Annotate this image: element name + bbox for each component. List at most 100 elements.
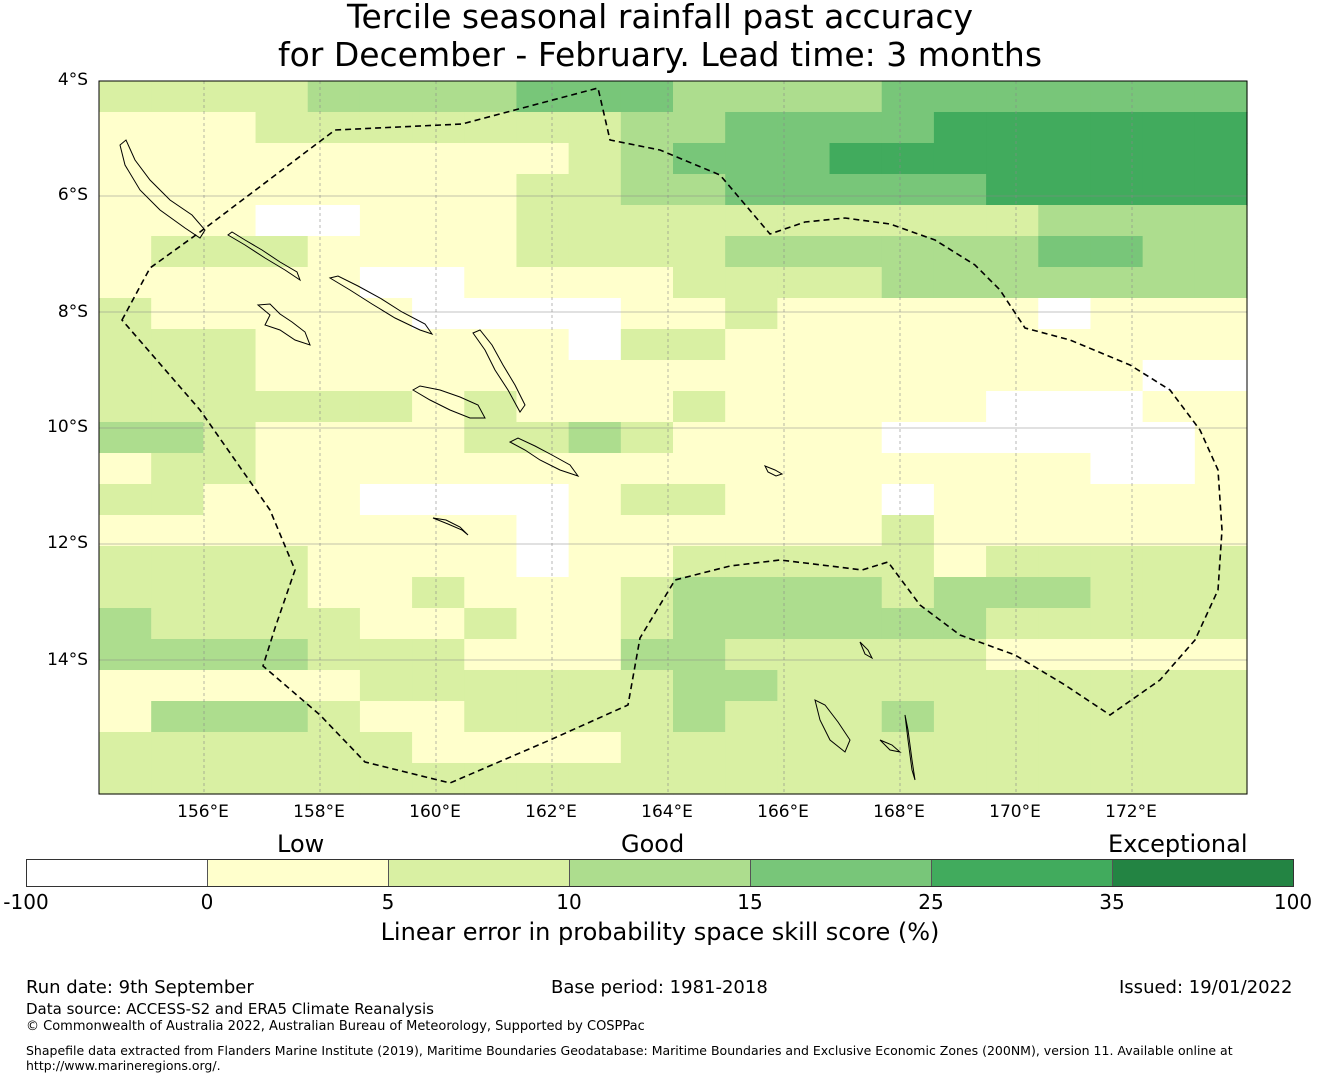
grid-cell xyxy=(881,453,935,485)
grid-cell xyxy=(516,577,570,609)
lat-label-4s: 4°S xyxy=(57,70,88,90)
grid-cell xyxy=(412,298,465,330)
lon-label-166e: 166°E xyxy=(757,802,809,822)
grid-cell xyxy=(881,484,935,516)
grid-cell xyxy=(464,546,518,578)
grid-cell xyxy=(1194,298,1248,330)
grid-cell xyxy=(568,267,622,299)
espiritu-santo-coast xyxy=(814,699,851,753)
grid-cell xyxy=(933,174,987,206)
grid-cell xyxy=(620,422,674,454)
grid-cell xyxy=(1038,577,1092,609)
grid-cell xyxy=(1038,515,1092,547)
grid-cell xyxy=(1142,515,1196,547)
grid-cell xyxy=(151,329,204,361)
grid-cell xyxy=(412,236,465,268)
colorbar-segment xyxy=(1113,860,1293,886)
new-georgia-coast xyxy=(256,303,311,346)
grid-cell xyxy=(464,267,518,299)
grid-cell xyxy=(986,608,1039,640)
grid-cell xyxy=(516,143,570,175)
colorbar-tick: 10 xyxy=(556,890,582,914)
grid-cell xyxy=(986,732,1039,764)
grid-cell xyxy=(725,267,778,299)
grid-cell xyxy=(620,112,674,144)
grid-cell xyxy=(151,236,204,268)
grid-cell xyxy=(1090,701,1144,733)
grid-cell xyxy=(516,298,570,330)
grid-cell xyxy=(151,267,204,299)
grid-cell xyxy=(568,515,622,547)
grid-cell xyxy=(464,763,518,795)
grid-cell xyxy=(203,670,257,702)
grid-cell xyxy=(203,453,257,485)
grid-cell xyxy=(307,639,361,671)
grid-cell xyxy=(1038,236,1092,268)
grid-cell xyxy=(933,81,987,113)
grid-cell xyxy=(464,484,518,516)
grid-cell xyxy=(881,763,935,795)
grid-cell xyxy=(307,81,361,113)
grid-cell xyxy=(568,670,622,702)
grid-cell xyxy=(412,143,465,175)
grid-cell xyxy=(673,484,726,516)
grid-cell xyxy=(99,298,152,330)
grid-cell xyxy=(203,112,257,144)
grid-cell xyxy=(255,422,309,454)
grid-cell xyxy=(1090,515,1144,547)
grid-cell xyxy=(568,112,622,144)
grid-cell xyxy=(725,515,778,547)
grid-cell xyxy=(255,81,309,113)
grid-cell xyxy=(151,112,204,144)
chart-title-line-2: for December - February. Lead time: 3 mo… xyxy=(277,35,1043,74)
lat-label-8s: 8°S xyxy=(57,302,88,322)
grid-cell xyxy=(255,298,309,330)
grid-cell xyxy=(620,484,674,516)
grid-cell xyxy=(1090,732,1144,764)
map-frame xyxy=(98,80,1248,795)
grid-cell xyxy=(464,174,518,206)
lon-label-160e: 160°E xyxy=(409,802,461,822)
skill-grid xyxy=(99,81,1248,795)
grid-cell xyxy=(99,546,152,578)
grid-cell xyxy=(255,453,309,485)
grid-cell xyxy=(881,608,935,640)
copyright: © Commonwealth of Australia 2022, Austra… xyxy=(26,1019,645,1034)
grid-cell xyxy=(1194,391,1248,423)
grid-cell xyxy=(986,174,1039,206)
grid-cell xyxy=(933,205,987,237)
grid-cell xyxy=(255,577,309,609)
grid-cell xyxy=(568,143,622,175)
grid-cell xyxy=(568,608,622,640)
grid-cell xyxy=(359,298,413,330)
grid-cell xyxy=(1194,639,1248,671)
grid-cell xyxy=(1090,143,1144,175)
grid-cell xyxy=(1038,391,1092,423)
grid-cell xyxy=(307,732,361,764)
grid-cell xyxy=(412,577,465,609)
grid-cell xyxy=(673,205,726,237)
grid-cell xyxy=(1194,608,1248,640)
grid-cell xyxy=(151,298,204,330)
grid-cell xyxy=(516,391,570,423)
grid-cell xyxy=(516,608,570,640)
grid-cell xyxy=(725,608,778,640)
grid-cell xyxy=(203,515,257,547)
grid-cell xyxy=(359,422,413,454)
shapefile-url[interactable]: http://www.marineregions.org/. xyxy=(26,1058,221,1073)
grid-cell xyxy=(986,267,1039,299)
grid-cell xyxy=(1142,298,1196,330)
grid-cell xyxy=(1194,577,1248,609)
grid-cell xyxy=(359,608,413,640)
grid-cell xyxy=(359,143,413,175)
grid-cell xyxy=(1194,546,1248,578)
grid-cell xyxy=(516,732,570,764)
grid-cell xyxy=(307,670,361,702)
grid-cell xyxy=(412,484,465,516)
grid-cell xyxy=(255,484,309,516)
grid-cell xyxy=(412,546,465,578)
grid-cell xyxy=(1142,205,1196,237)
grid-cell xyxy=(203,267,257,299)
run-date: Run date: 9th September xyxy=(26,977,254,998)
grid-cell xyxy=(516,763,570,795)
